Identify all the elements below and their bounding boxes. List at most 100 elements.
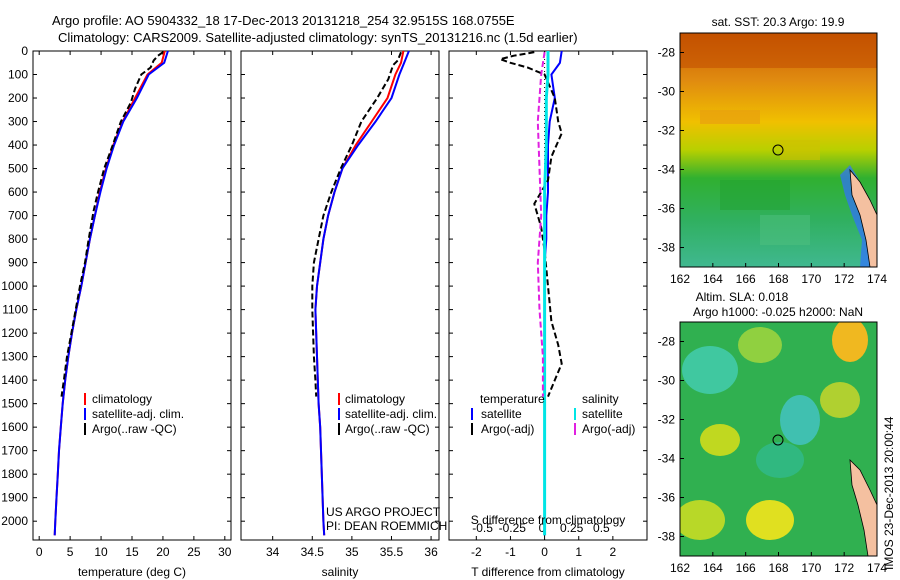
legend-satellite: satellite-adj. clim. — [92, 407, 184, 421]
x-tick-label-top: -0.5 — [472, 521, 493, 535]
map-x-tick-label: 168 — [768, 272, 788, 286]
map-y-tick-label: -30 — [658, 85, 676, 99]
y-tick-label: 1200 — [1, 326, 28, 340]
sla-map — [680, 322, 877, 556]
x-tick-label-top: 0 — [539, 521, 546, 535]
legend-sal-sat: satellite — [582, 407, 623, 421]
y-tick-label: 1600 — [1, 420, 28, 434]
map-y-tick-label: -36 — [658, 202, 676, 216]
x-tick-label: 1 — [575, 545, 582, 559]
y-tick-label: 700 — [8, 209, 28, 223]
y-tick-label: 900 — [8, 256, 28, 270]
map-y-tick-label: -38 — [658, 530, 676, 544]
temp-legend: climatology satellite-adj. clim. Argo(..… — [84, 392, 184, 436]
series-line — [314, 50, 410, 536]
map-y-tick-label: -34 — [658, 452, 676, 466]
sla-map-axes: 162 164 166 168 170 172 174 -28 -30 -32 -34 -36 -38 — [658, 335, 888, 576]
map-x-tick-label: 170 — [801, 561, 821, 575]
map-x-tick-label: 172 — [834, 272, 854, 286]
y-tick-label: 1400 — [1, 373, 28, 387]
map-x-tick-label: 166 — [736, 272, 756, 286]
x-tick-label: 34.5 — [301, 545, 325, 559]
diff-plot: -2 -1 0 1 2 -0.5 -0.25 0 0.25 0.5 — [449, 50, 647, 559]
y-tick-label: 0 — [21, 44, 28, 58]
x-tick-label: 0 — [36, 545, 43, 559]
series-line — [543, 51, 550, 536]
series-line — [496, 51, 563, 397]
temp-xlabel: temperature (deg C) — [78, 565, 186, 579]
y-tick-label: 2000 — [1, 514, 28, 528]
sla-title2: Argo h1000: -0.025 h2000: NaN — [693, 305, 863, 319]
legend-argo: Argo(..raw -QC) — [345, 422, 430, 436]
map-y-tick-label: -28 — [658, 46, 676, 60]
map-y-tick-label: -30 — [658, 374, 676, 388]
x-tick-label-top: 0.25 — [560, 521, 584, 535]
x-tick-label: 34 — [266, 545, 280, 559]
x-tick-label-top: 0.5 — [593, 521, 610, 535]
series-line — [314, 50, 405, 536]
y-tick-label: 600 — [8, 185, 28, 199]
y-tick-label: 800 — [8, 232, 28, 246]
legend-sal-argo: Argo(-adj) — [582, 422, 635, 436]
legend-argo: Argo(..raw -QC) — [92, 422, 177, 436]
x-tick-label: 35 — [345, 545, 359, 559]
map-x-tick-label: 162 — [670, 272, 690, 286]
x-tick-label: -2 — [471, 545, 482, 559]
map-y-tick-label: -32 — [658, 124, 676, 138]
sdiff-xlabel: S difference from climatology — [471, 513, 626, 527]
credit-line2: PI: DEAN ROEMMICH — [326, 519, 447, 533]
x-tick-label: 5 — [67, 545, 74, 559]
legend-sal-title: salinity — [582, 392, 619, 406]
y-tick-label: 300 — [8, 115, 28, 129]
legend-climatology: climatology — [92, 392, 152, 406]
sst-map — [680, 33, 877, 267]
header-line1: Argo profile: AO 5904332_18 17-Dec-2013 … — [52, 13, 515, 28]
series-line — [53, 50, 166, 536]
y-tick-label: 100 — [8, 68, 28, 82]
temp-plot-frame — [32, 50, 232, 541]
sst-map-axes: 162 164 166 168 170 172 174 -28 -30 -32 -34 -36 -38 — [658, 46, 888, 287]
salinity-legend: climatology satellite-adj. clim. Argo(..… — [338, 392, 437, 436]
x-tick-label: 0 — [541, 545, 548, 559]
map-y-tick-label: -38 — [658, 241, 676, 255]
map-x-tick-label: 166 — [736, 561, 756, 575]
timestamp: IMOS 23-Dec-2013 20:00:44 — [882, 416, 896, 570]
series-line — [311, 51, 402, 397]
map-y-tick-label: -36 — [658, 491, 676, 505]
tdiff-xlabel: T difference from climatology — [471, 565, 625, 579]
legend-temp-argo: Argo(-adj) — [481, 422, 534, 436]
x-tick-label-top: -0.25 — [499, 521, 527, 535]
y-tick-label: 1100 — [2, 303, 28, 317]
map-x-tick-label: 164 — [703, 272, 723, 286]
y-tick-label: 1500 — [1, 397, 28, 411]
sla-title1: Altim. SLA: 0.018 — [696, 290, 789, 304]
map-x-tick-label: 168 — [768, 561, 788, 575]
header-line2: Climatology: CARS2009. Satellite-adjuste… — [58, 30, 578, 45]
map-x-tick-label: 162 — [670, 561, 690, 575]
sst-title: sat. SST: 20.3 Argo: 19.9 — [712, 15, 845, 29]
y-tick-label: 500 — [8, 162, 28, 176]
legend-climatology: climatology — [345, 392, 405, 406]
series-line — [53, 50, 169, 536]
y-tick-label: 1000 — [1, 279, 28, 293]
x-tick-label: 2 — [610, 545, 617, 559]
map-x-tick-label: 174 — [867, 561, 887, 575]
salinity-plot-frame — [240, 50, 440, 541]
x-tick-label: 10 — [94, 545, 108, 559]
x-tick-label: 30 — [218, 545, 232, 559]
map-y-tick-label: -32 — [658, 413, 676, 427]
map-x-tick-label: 174 — [867, 272, 887, 286]
map-x-tick-label: 170 — [801, 272, 821, 286]
y-tick-label: 1300 — [1, 350, 28, 364]
legend-satellite: satellite-adj. clim. — [345, 407, 437, 421]
x-tick-label: 35.5 — [380, 545, 404, 559]
y-tick-label: 1700 — [1, 444, 28, 458]
series-line — [536, 52, 546, 397]
diff-legend: temperature satellite Argo(-adj) salinit… — [471, 392, 635, 436]
y-tick-label: 1800 — [1, 467, 28, 481]
y-tick-label: 1900 — [1, 491, 28, 505]
x-tick-label: 15 — [125, 545, 139, 559]
diff-plot-frame — [448, 50, 648, 541]
map-y-tick-label: -28 — [658, 335, 676, 349]
